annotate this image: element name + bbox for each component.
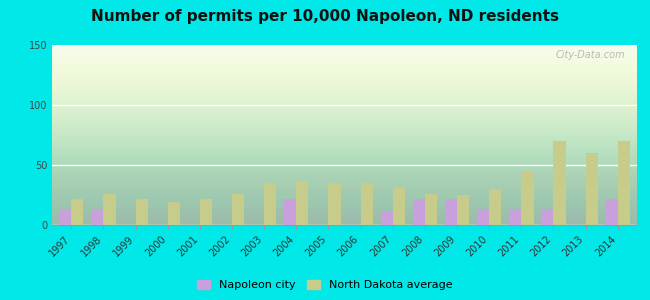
Bar bbox=[59, 209, 72, 225]
Bar bbox=[445, 199, 457, 225]
Bar bbox=[103, 194, 116, 225]
Bar bbox=[284, 199, 296, 225]
Bar bbox=[541, 209, 553, 225]
Bar bbox=[296, 181, 309, 225]
Bar bbox=[232, 194, 244, 225]
Bar bbox=[606, 199, 618, 225]
Bar bbox=[200, 199, 212, 225]
Bar bbox=[457, 195, 469, 225]
Bar bbox=[168, 202, 180, 225]
Legend: Napoleon city, North Dakota average: Napoleon city, North Dakota average bbox=[192, 275, 458, 294]
Bar bbox=[586, 153, 598, 225]
Text: City-Data.com: City-Data.com bbox=[556, 50, 625, 60]
Bar bbox=[393, 187, 405, 225]
Bar bbox=[136, 199, 148, 225]
Bar bbox=[361, 183, 373, 225]
Bar bbox=[328, 183, 341, 225]
Bar bbox=[380, 211, 393, 225]
Bar bbox=[477, 209, 489, 225]
Text: Number of permits per 10,000 Napoleon, ND residents: Number of permits per 10,000 Napoleon, N… bbox=[91, 9, 559, 24]
Bar bbox=[264, 183, 276, 225]
Bar bbox=[618, 141, 630, 225]
Bar bbox=[425, 194, 437, 225]
Bar bbox=[553, 141, 566, 225]
Bar bbox=[509, 209, 521, 225]
Bar bbox=[521, 171, 534, 225]
Bar bbox=[72, 199, 83, 225]
Bar bbox=[91, 209, 103, 225]
Bar bbox=[413, 199, 425, 225]
Bar bbox=[489, 189, 501, 225]
